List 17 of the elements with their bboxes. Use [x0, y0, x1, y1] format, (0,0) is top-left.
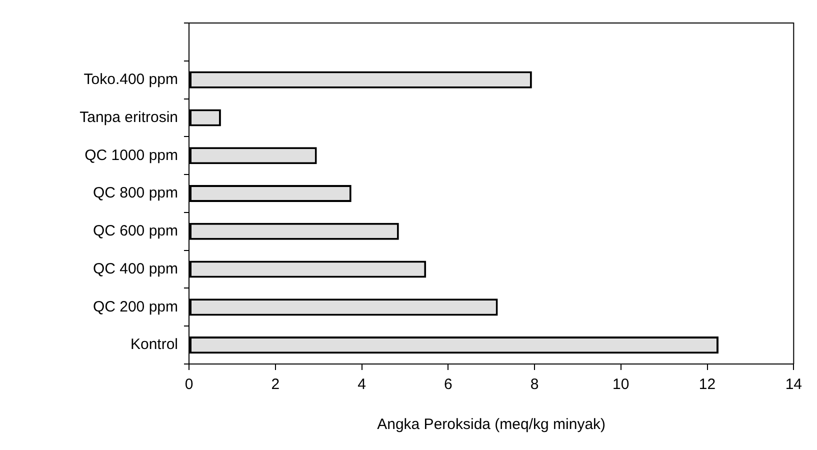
x-tick-label: 14 — [785, 376, 802, 394]
y-tick-label: Toko.400 ppm — [84, 70, 178, 88]
x-tick-label: 0 — [184, 376, 194, 394]
x-tick-label: 10 — [612, 376, 630, 394]
y-tick-label: QC 600 ppm — [92, 222, 178, 240]
y-tick-label: QC 1000 ppm — [84, 146, 178, 164]
y-tick-label: QC 400 ppm — [92, 260, 178, 278]
y-tick-label: QC 200 ppm — [92, 298, 178, 316]
y-tick-label: QC 800 ppm — [92, 184, 178, 202]
y-tick-label: Tanpa eritrosin — [80, 108, 178, 126]
x-tick-label: 6 — [444, 376, 452, 394]
x-tick-label: 2 — [271, 376, 280, 394]
x-tick-label: 4 — [358, 376, 366, 394]
x-tick-label: 12 — [698, 376, 716, 394]
x-axis-title: Angka Peroksida (meq/kg minyak) — [377, 416, 606, 434]
x-tick-label: 8 — [530, 376, 539, 394]
y-tick-label: Kontrol — [130, 336, 178, 354]
